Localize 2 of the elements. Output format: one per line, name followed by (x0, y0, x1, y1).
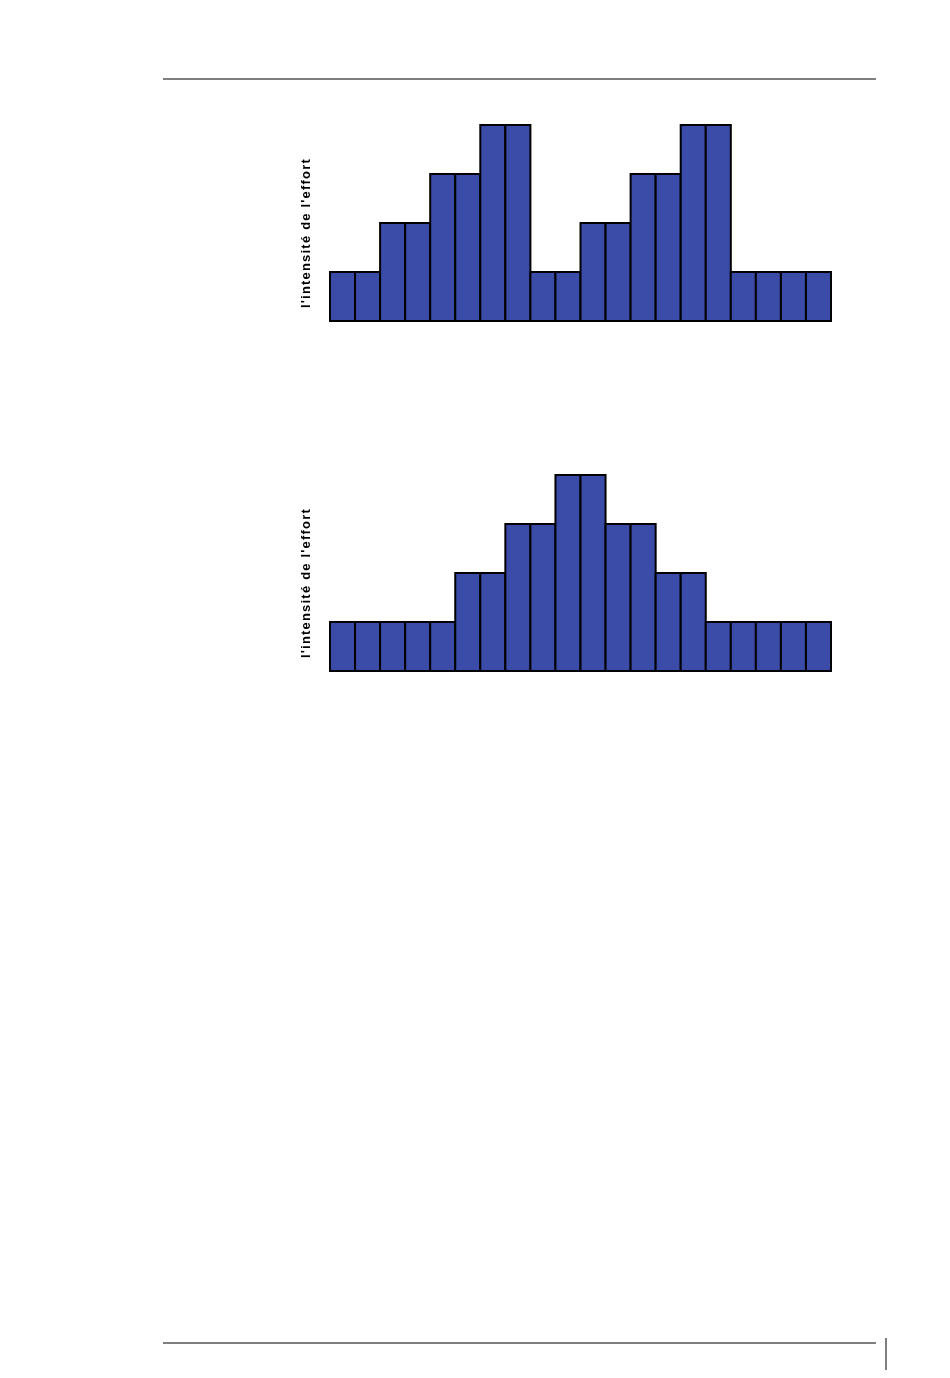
y-axis-title: l'intensité de l'effort (298, 157, 313, 309)
y-axis-title: l'intensité de l'effort (298, 507, 313, 659)
